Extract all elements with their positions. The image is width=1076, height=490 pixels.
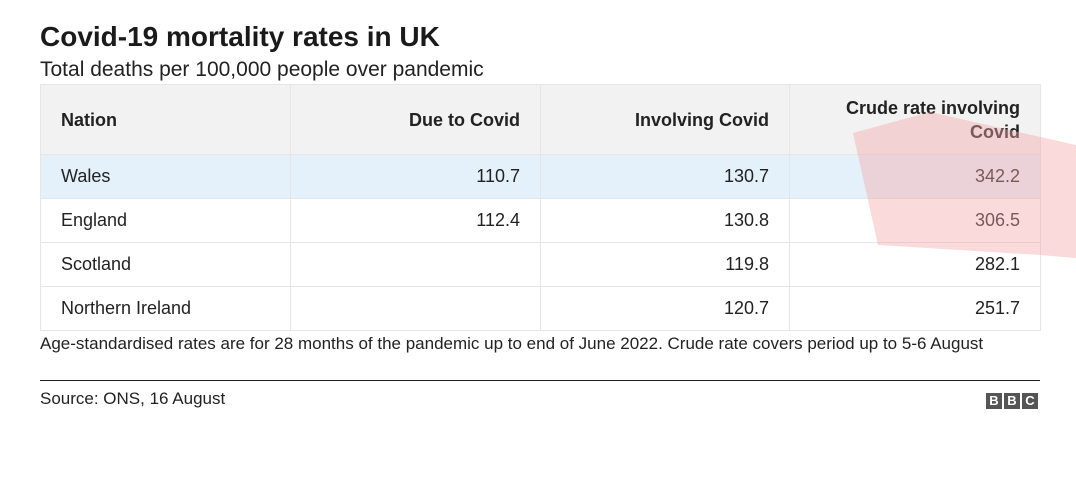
cell-nation: Scotland	[40, 242, 291, 287]
footnote: Age-standardised rates are for 28 months…	[40, 334, 984, 353]
table-row: Wales 110.7 130.7 342.2	[40, 154, 1041, 199]
cell-involving-covid: 130.8	[540, 198, 790, 243]
table-row: Scotland 119.8 282.1	[40, 242, 1041, 287]
table-row: England 112.4 130.8 306.5	[40, 198, 1041, 243]
mortality-table-container: Nation Due to Covid Involving Covid Crud…	[40, 84, 1041, 331]
bbc-logo: B B C	[986, 393, 1038, 409]
cell-due-to-covid	[290, 242, 541, 287]
cell-involving-covid: 120.7	[540, 286, 790, 331]
cell-due-to-covid	[290, 286, 541, 331]
chart-subtitle: Total deaths per 100,000 people over pan…	[40, 58, 484, 81]
chart-title: Covid-19 mortality rates in UK	[40, 21, 440, 52]
column-header-nation: Nation	[40, 84, 291, 155]
column-header-due-to-covid: Due to Covid	[290, 84, 541, 155]
bbc-logo-letter: B	[986, 393, 1002, 409]
cell-nation: Northern Ireland	[40, 286, 291, 331]
cell-involving-covid: 119.8	[540, 242, 790, 287]
cell-due-to-covid: 110.7	[290, 154, 541, 199]
cell-nation: England	[40, 198, 291, 243]
cell-crude-rate: 251.7	[789, 286, 1041, 331]
cell-due-to-covid: 112.4	[290, 198, 541, 243]
cell-crude-rate: 306.5	[789, 198, 1041, 243]
cell-crude-rate: 342.2	[789, 154, 1041, 199]
table-header-row: Nation Due to Covid Involving Covid Crud…	[40, 84, 1041, 155]
source-line: Source: ONS, 16 August	[40, 389, 226, 408]
cell-crude-rate: 282.1	[789, 242, 1041, 287]
table-row: Northern Ireland 120.7 251.7	[40, 286, 1041, 331]
column-header-crude-rate: Crude rate involving Covid	[789, 84, 1041, 155]
mortality-table: Nation Due to Covid Involving Covid Crud…	[40, 84, 1041, 331]
bbc-logo-letter: B	[1004, 393, 1020, 409]
footer-divider	[40, 380, 1040, 381]
cell-nation: Wales	[40, 154, 291, 199]
column-header-involving-covid: Involving Covid	[540, 84, 790, 155]
cell-involving-covid: 130.7	[540, 154, 790, 199]
bbc-logo-letter: C	[1022, 393, 1038, 409]
